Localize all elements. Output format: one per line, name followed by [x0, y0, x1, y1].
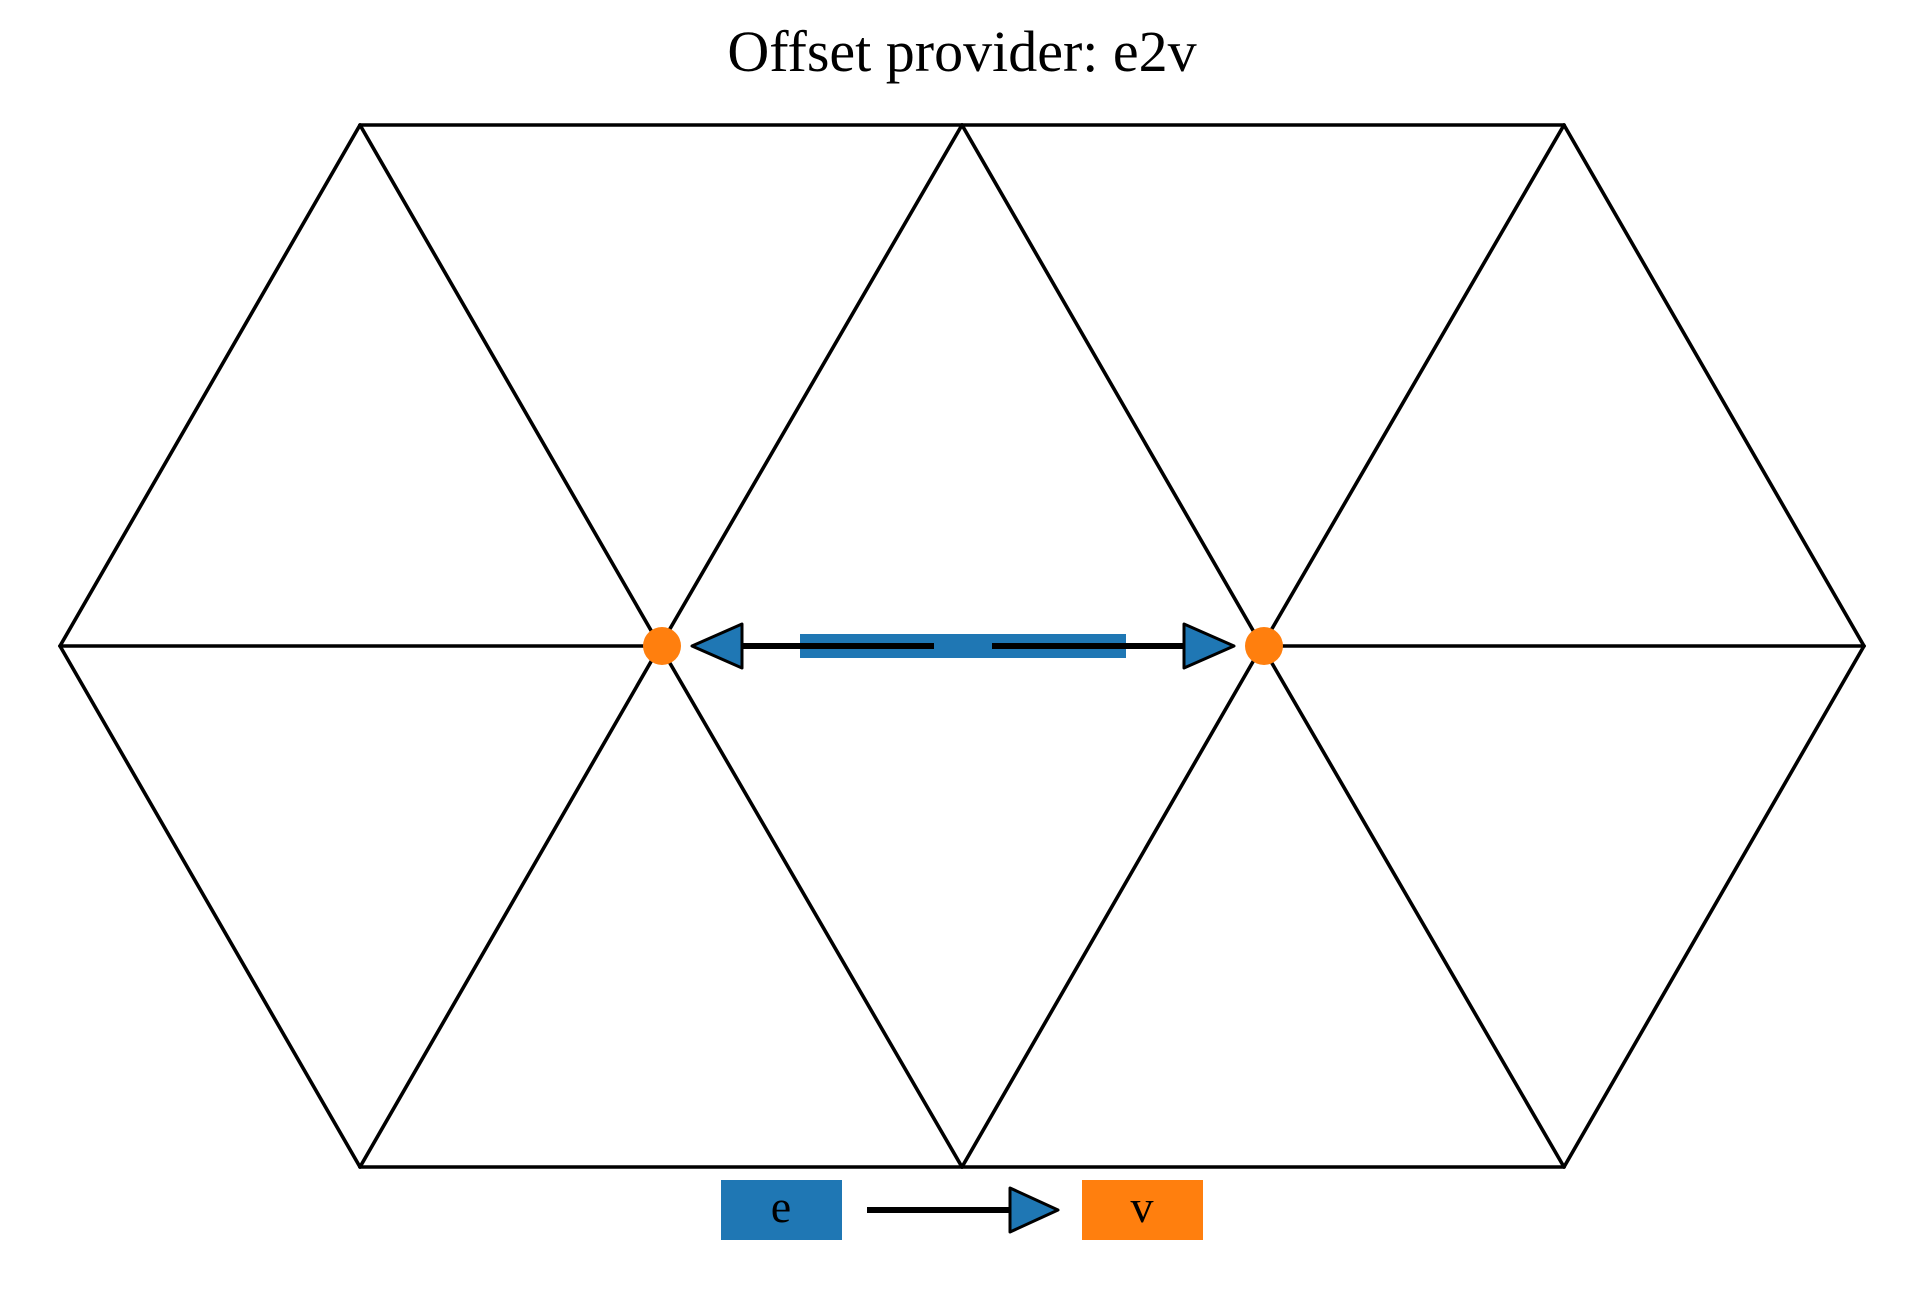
legend-target-label: v	[1131, 1181, 1154, 1232]
legend-arrow-head	[1008, 1186, 1060, 1234]
mesh-edge-inner-5	[358, 644, 662, 1169]
edge-to-vertex-connectivity	[643, 622, 1283, 670]
arrow-head-right	[1182, 622, 1236, 670]
target-vertex-left	[643, 627, 681, 665]
arrow-head-left	[690, 622, 744, 670]
mesh-edge-inner-7	[960, 644, 1264, 1169]
mesh-edge-inner-2	[658, 123, 964, 648]
legend-target-swatch	[1082, 1180, 1203, 1240]
mesh-edge-outer-lower-left	[58, 644, 362, 1169]
mesh-edge-inner-4	[1260, 123, 1566, 648]
legend: e v	[721, 1180, 1203, 1240]
mesh-edge-outer-upper-left	[58, 123, 362, 648]
mesh-edge-outer-lower-right	[1562, 644, 1866, 1169]
mesh-edge-inner-3	[960, 123, 1264, 648]
mesh-edge-inner-8	[1260, 644, 1566, 1169]
mesh-edge-inner-6	[658, 644, 964, 1169]
mesh-edge-outer-upper-right	[1562, 123, 1866, 648]
mesh-edge-inner-1	[358, 123, 662, 648]
target-vertex-right	[1245, 627, 1283, 665]
legend-source-swatch	[721, 1180, 842, 1240]
triangle-mesh	[58, 123, 1866, 1169]
legend-source-label: e	[771, 1181, 791, 1232]
diagram-title: Offset provider: e2v	[727, 19, 1196, 84]
